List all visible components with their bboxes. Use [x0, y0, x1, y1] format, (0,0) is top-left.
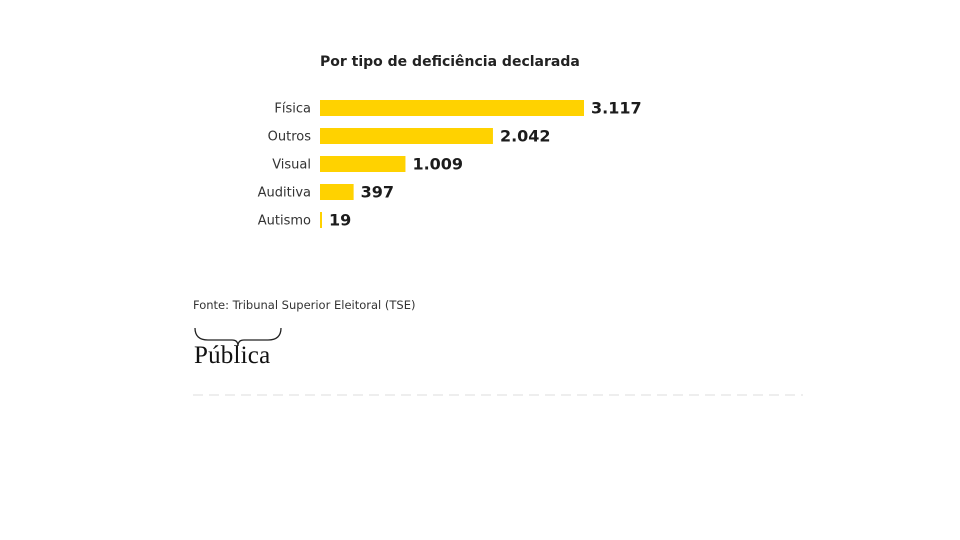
category-label: Outros	[268, 130, 312, 145]
data-label: 1.009	[412, 155, 463, 174]
publica-logo: Pública	[192, 326, 292, 376]
bar	[320, 100, 584, 116]
data-label: 397	[361, 183, 394, 202]
data-label: 19	[329, 211, 351, 230]
bar	[320, 212, 322, 228]
category-label: Auditiva	[258, 186, 311, 201]
data-label: 2.042	[500, 127, 551, 146]
bar	[320, 156, 406, 172]
bar	[320, 184, 354, 200]
chart-title: Por tipo de deficiência declarada	[320, 54, 580, 70]
category-label: Autismo	[258, 214, 311, 229]
logo-text: Pública	[194, 342, 271, 369]
faint-divider	[193, 394, 803, 396]
category-label: Visual	[272, 158, 311, 173]
category-label: Física	[274, 102, 311, 117]
bar	[320, 128, 493, 144]
source-note: Fonte: Tribunal Superior Eleitoral (TSE)	[193, 298, 416, 312]
brace-icon	[194, 327, 282, 347]
data-label: 3.117	[591, 99, 642, 118]
